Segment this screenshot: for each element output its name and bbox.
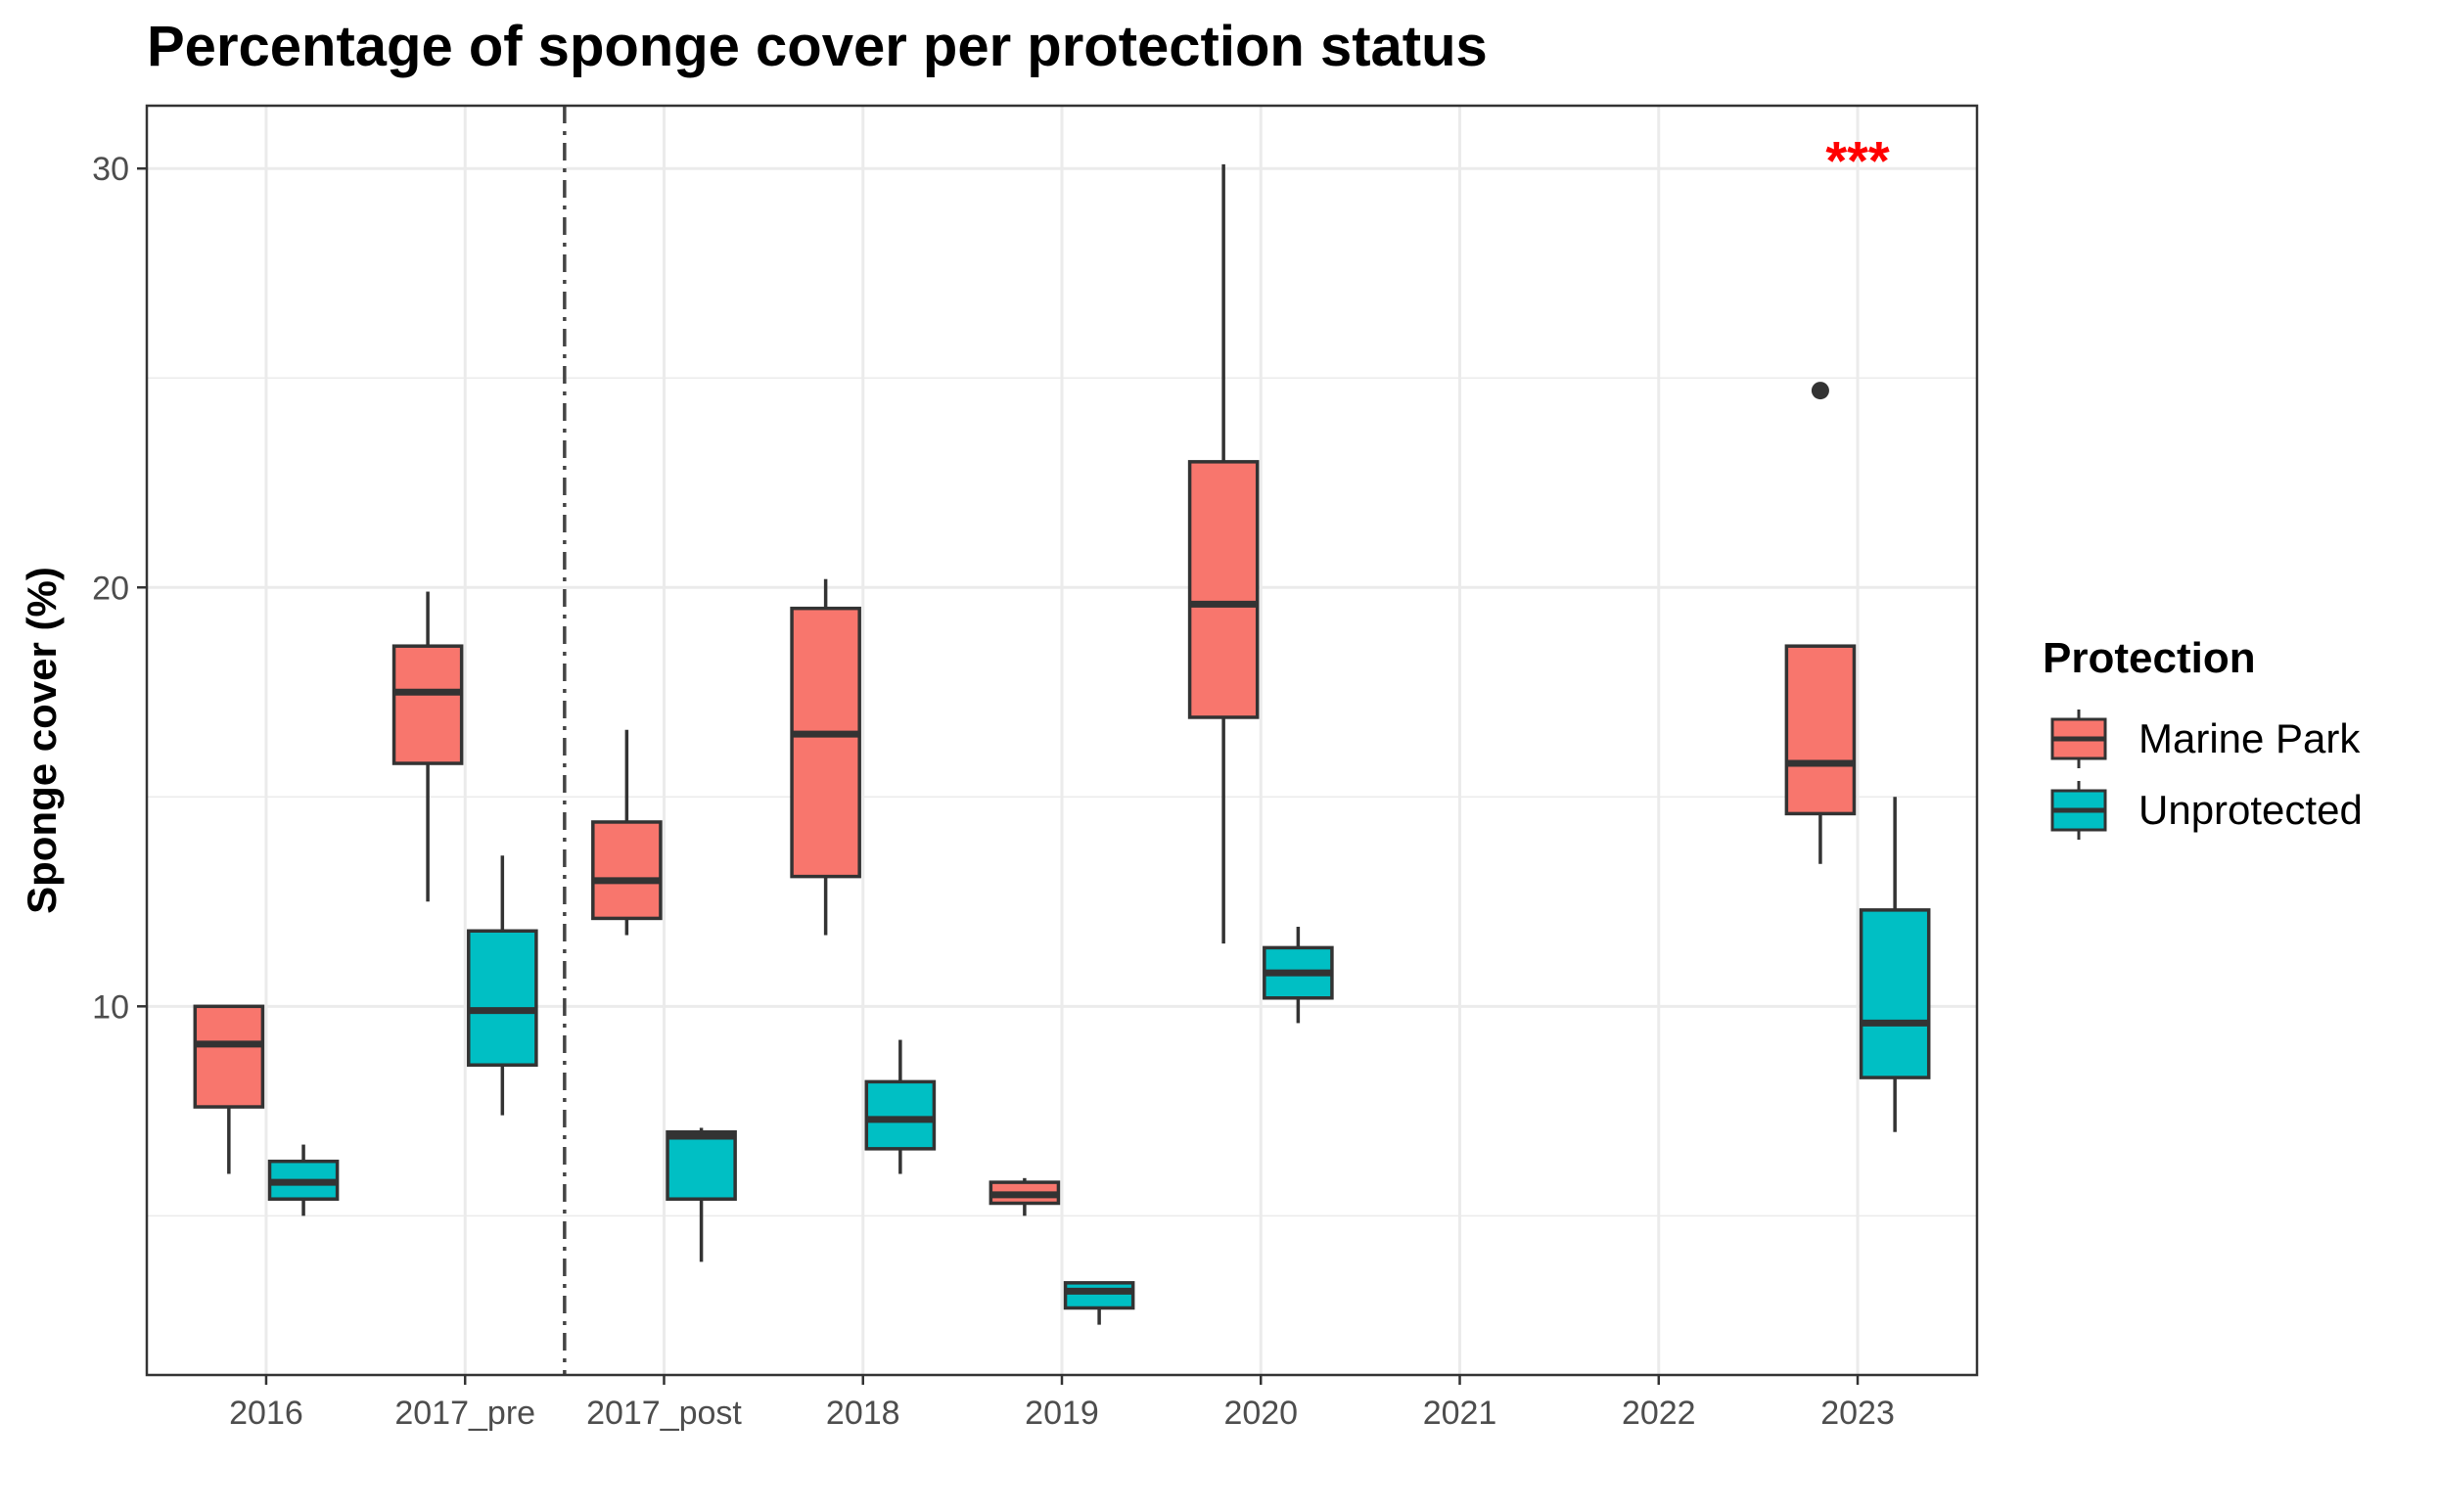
box bbox=[790, 606, 861, 879]
box bbox=[193, 1004, 265, 1109]
x-tick-label: 2021 bbox=[1423, 1395, 1497, 1432]
y-tick-label: 30 bbox=[92, 151, 129, 188]
legend-label: Marine Park bbox=[2138, 715, 2361, 761]
box bbox=[1063, 1281, 1135, 1310]
outlier-point bbox=[1811, 382, 1829, 400]
y-tick-label: 20 bbox=[92, 570, 129, 607]
x-tick-label: 2017_pre bbox=[394, 1395, 535, 1432]
x-tick-label: 2019 bbox=[1025, 1395, 1099, 1432]
box bbox=[1784, 644, 1857, 816]
x-tick-label: 2018 bbox=[826, 1395, 900, 1432]
x-tick-label: 2022 bbox=[1622, 1395, 1696, 1432]
legend-title: Protection bbox=[2043, 634, 2256, 682]
box bbox=[591, 820, 663, 921]
significance-annotation: *** bbox=[1825, 129, 1890, 191]
box bbox=[1859, 908, 1931, 1079]
x-tick-label: 2016 bbox=[229, 1395, 303, 1432]
y-axis-label: Sponge cover (%) bbox=[19, 567, 65, 914]
x-tick-label: 2023 bbox=[1820, 1395, 1895, 1432]
box bbox=[391, 644, 464, 765]
box bbox=[864, 1079, 937, 1151]
box bbox=[666, 1129, 737, 1201]
box bbox=[1187, 460, 1260, 719]
chart-title: Percentage of sponge cover per protectio… bbox=[147, 15, 1488, 78]
box bbox=[467, 929, 538, 1067]
x-tick-label: 2017_post bbox=[586, 1395, 742, 1432]
y-tick-label: 10 bbox=[92, 988, 129, 1026]
legend-label: Unprotected bbox=[2138, 787, 2363, 833]
x-tick-label: 2020 bbox=[1223, 1395, 1298, 1432]
